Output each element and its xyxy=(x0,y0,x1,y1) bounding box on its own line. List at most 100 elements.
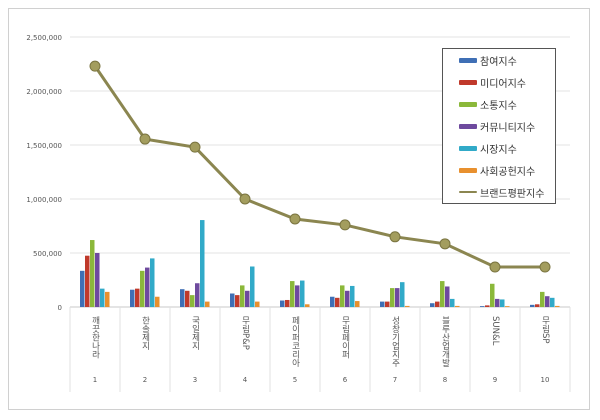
bar-5-5 xyxy=(355,301,360,307)
x-tick-label: 페이퍼코리아 xyxy=(290,315,300,368)
line-point xyxy=(389,231,401,243)
x-tick-number: 4 xyxy=(243,376,248,384)
bar-4-6 xyxy=(400,282,405,307)
x-tick-number: 3 xyxy=(193,376,197,384)
bar-1-2 xyxy=(185,290,190,307)
bar-3-7 xyxy=(445,286,450,307)
x-tick-label: 한솔제지 xyxy=(140,316,150,351)
legend-swatch xyxy=(459,57,477,63)
y-tick-label: 0 xyxy=(58,304,62,312)
bar-5-2 xyxy=(205,301,210,307)
bar-2-0 xyxy=(90,240,95,307)
bar-2-1 xyxy=(140,270,145,307)
x-tick-number: 2 xyxy=(143,376,147,384)
bar-4-1 xyxy=(150,258,155,307)
bar-1-1 xyxy=(135,288,140,307)
legend-swatch xyxy=(459,123,477,129)
bar-1-3 xyxy=(235,295,240,307)
bar-1-9 xyxy=(535,304,540,307)
bar-2-8 xyxy=(490,283,495,307)
legend-label: 사회공헌지수 xyxy=(480,166,536,178)
legend-item: 브랜드평판지수 xyxy=(443,181,555,203)
legend-label: 커뮤니티지수 xyxy=(480,122,536,134)
legend-label: 참여지수 xyxy=(480,56,517,68)
line-point xyxy=(339,219,351,231)
y-tick-label: 1,000,000 xyxy=(26,196,62,204)
bar-3-0 xyxy=(95,253,100,307)
bar-4-3 xyxy=(250,266,255,307)
bar-1-6 xyxy=(385,301,390,307)
line-point xyxy=(239,193,251,205)
bar-0-8 xyxy=(480,306,485,307)
bar-5-3 xyxy=(255,301,260,307)
legend-label: 시장지수 xyxy=(480,144,517,156)
legend-item: 시장지수 xyxy=(443,137,555,159)
bar-5-8 xyxy=(505,306,510,307)
line-series xyxy=(93,65,545,269)
bar-1-5 xyxy=(335,297,340,307)
bar-4-7 xyxy=(450,298,455,307)
x-tick-number: 10 xyxy=(541,376,550,384)
legend-swatch xyxy=(459,191,477,193)
line-point xyxy=(289,213,301,225)
legend-item: 미디어지수 xyxy=(443,71,555,93)
bar-1-4 xyxy=(285,299,290,307)
bar-2-4 xyxy=(290,281,295,307)
bar-2-5 xyxy=(340,285,345,307)
bar-5-6 xyxy=(405,305,410,307)
bar-5-0 xyxy=(105,291,110,307)
bar-2-7 xyxy=(440,281,445,307)
bar-3-4 xyxy=(295,285,300,307)
bar-0-3 xyxy=(230,293,235,307)
legend-item: 소통지수 xyxy=(443,93,555,115)
line-point xyxy=(439,238,451,250)
x-tick-number: 9 xyxy=(493,376,497,384)
bar-3-3 xyxy=(245,290,250,307)
bar-5-4 xyxy=(305,304,310,307)
legend-item: 커뮤니티지수 xyxy=(443,115,555,137)
y-tick-label: 500,000 xyxy=(33,250,62,258)
x-tick-label: SUN&L xyxy=(490,316,500,346)
x-tick-number: 5 xyxy=(293,376,297,384)
line-point xyxy=(139,133,151,145)
bar-2-6 xyxy=(390,288,395,307)
legend-swatch xyxy=(459,145,477,151)
bar-4-2 xyxy=(200,220,205,307)
bar-3-1 xyxy=(145,267,150,307)
bar-3-5 xyxy=(345,290,350,307)
x-tick-label: 무림페이퍼 xyxy=(340,316,350,359)
bar-0-6 xyxy=(380,301,385,307)
y-tick-label: 1,500,000 xyxy=(26,142,62,150)
bar-1-0 xyxy=(85,255,90,307)
line-point xyxy=(489,261,501,273)
x-tick-label: 무림SP xyxy=(540,316,550,344)
bar-2-9 xyxy=(540,291,545,307)
bar-1-7 xyxy=(435,301,440,307)
bar-0-7 xyxy=(430,303,435,307)
bar-5-9 xyxy=(555,305,560,307)
legend-swatch xyxy=(459,101,477,107)
bar-5-1 xyxy=(155,296,160,307)
bar-2-3 xyxy=(240,285,245,307)
x-tick-label: 성창기업지주 xyxy=(390,316,400,368)
y-tick-label: 2,500,000 xyxy=(26,34,62,42)
bar-0-0 xyxy=(80,270,85,307)
bar-5-7 xyxy=(455,305,460,307)
bar-0-1 xyxy=(130,289,135,307)
bar-0-9 xyxy=(530,304,535,307)
legend-swatch xyxy=(459,167,477,173)
bar-3-8 xyxy=(495,298,500,307)
bar-4-0 xyxy=(100,288,105,307)
x-tick-number: 8 xyxy=(443,376,447,384)
bar-0-2 xyxy=(180,289,185,307)
bar-1-8 xyxy=(485,305,490,307)
legend-item: 참여지수 xyxy=(443,49,555,71)
chart-border xyxy=(8,8,590,410)
line-point xyxy=(189,141,201,153)
x-tick-number: 1 xyxy=(93,376,97,384)
x-tick-label: 국일제지 xyxy=(190,316,200,351)
y-tick-label: 2,000,000 xyxy=(26,88,62,96)
bar-4-8 xyxy=(500,299,505,307)
